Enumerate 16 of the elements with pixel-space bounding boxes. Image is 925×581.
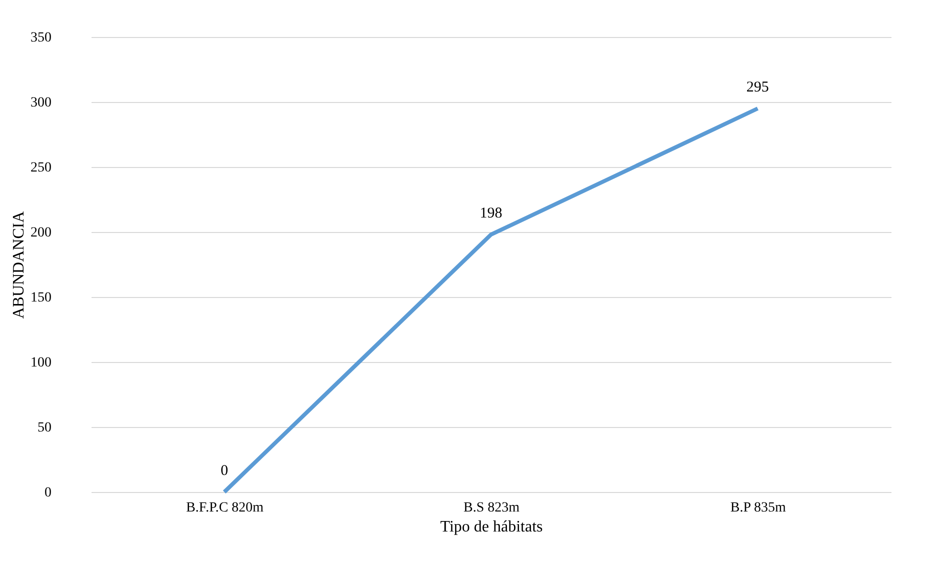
x-tick-label: B.S 823m [463, 500, 520, 516]
data-label: 295 [746, 80, 769, 96]
y-tick-label: 250 [30, 160, 52, 176]
x-tick-label: B.F.P.C 820m [186, 500, 264, 516]
y-tick-label: 350 [30, 30, 52, 46]
data-label: 198 [480, 206, 502, 222]
y-tick-label: 200 [30, 226, 52, 240]
data-label: 0 [220, 463, 228, 479]
y-tick-label: 150 [30, 290, 52, 306]
y-tick-label: 50 [38, 420, 52, 436]
y-axis-title: ABUNDANCIA [10, 210, 28, 319]
x-tick-label: B.P 835m [730, 500, 786, 516]
x-axis-title: Tipo de hábitats [440, 518, 543, 536]
y-tick-label: 300 [30, 96, 52, 110]
y-tick-label: 0 [44, 486, 52, 500]
y-tick-label: 100 [30, 356, 52, 370]
